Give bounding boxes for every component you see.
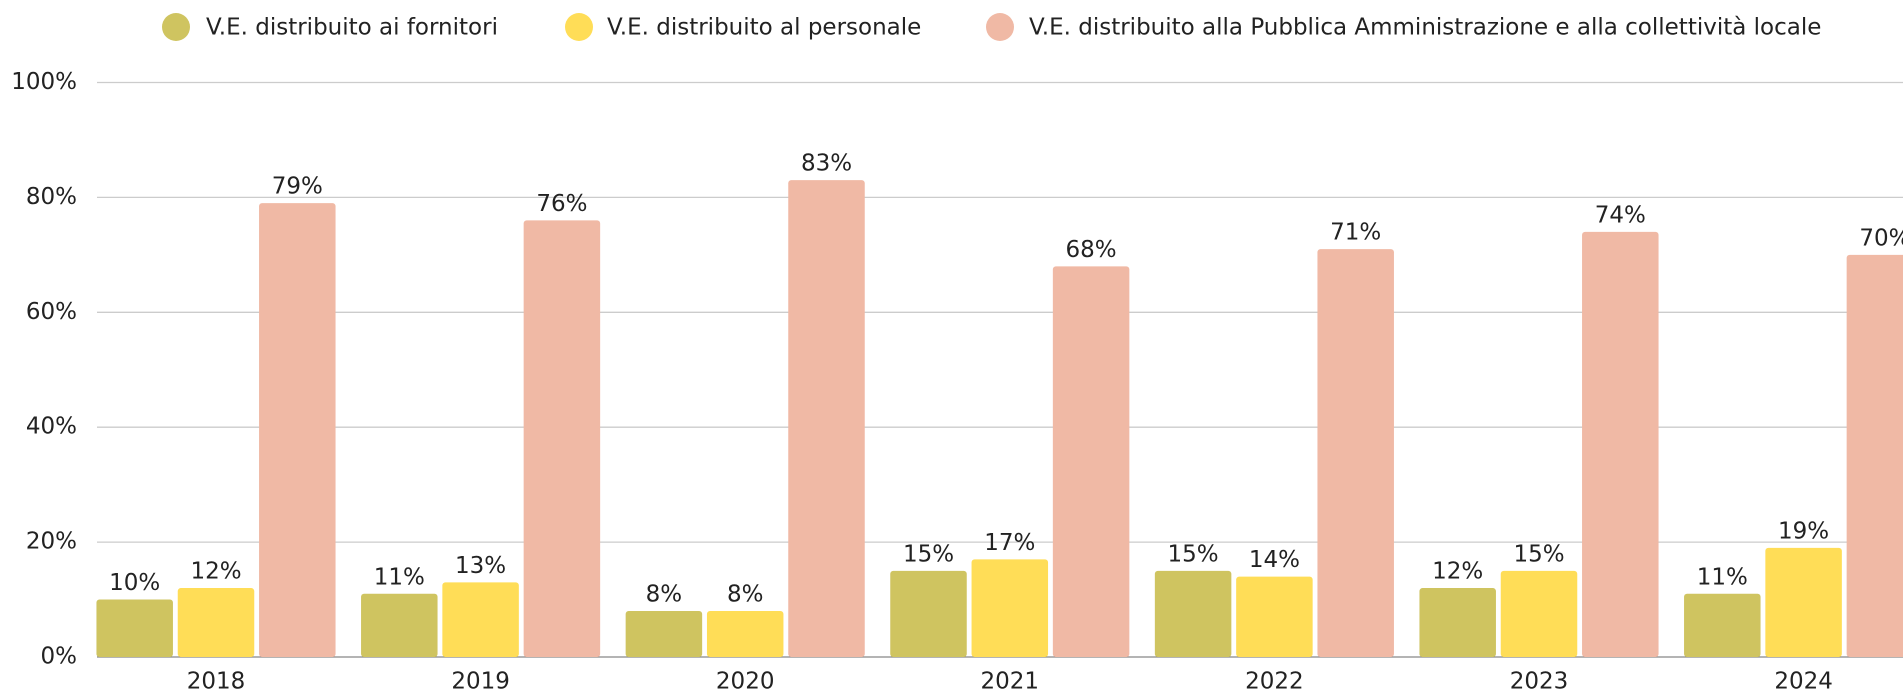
data-label: 12% — [190, 559, 241, 585]
data-label: 15% — [1513, 541, 1564, 567]
y-tick-label: 0% — [41, 644, 78, 670]
bar — [1684, 593, 1761, 657]
data-label: 68% — [1066, 237, 1117, 263]
bar — [361, 593, 438, 657]
bar — [1846, 254, 1903, 657]
data-label: 83% — [801, 151, 852, 177]
x-tick-label: 2024 — [1774, 669, 1833, 693]
y-tick-label: 60% — [26, 299, 77, 325]
data-label: 10% — [109, 570, 160, 596]
data-label: 15% — [903, 541, 954, 567]
data-label: 76% — [536, 191, 587, 217]
bar — [1765, 547, 1842, 657]
bar — [1500, 570, 1578, 657]
data-label: 74% — [1595, 202, 1646, 228]
legend-swatch — [565, 13, 593, 41]
data-label: 12% — [1432, 559, 1483, 585]
bar — [96, 599, 173, 657]
bar — [259, 203, 336, 657]
x-tick-label: 2018 — [187, 669, 246, 693]
legend-label: V.E. distribuito alla Pubblica Amministr… — [1029, 15, 1821, 41]
bar — [625, 611, 703, 657]
data-label: 13% — [455, 553, 506, 579]
data-label: 8% — [727, 582, 764, 608]
bar — [706, 611, 784, 657]
bar — [971, 559, 1049, 657]
bar — [177, 588, 255, 657]
y-tick-label: 80% — [26, 184, 77, 210]
data-label: 11% — [374, 564, 425, 590]
bar — [1582, 231, 1659, 657]
legend-label: V.E. distribuito ai fornitori — [206, 15, 498, 41]
data-label: 15% — [1168, 541, 1219, 567]
data-label: 14% — [1249, 547, 1300, 573]
x-tick-label: 2021 — [981, 669, 1040, 693]
x-tick-label: 2019 — [451, 669, 510, 693]
data-label: 11% — [1697, 564, 1748, 590]
bar — [1317, 249, 1394, 658]
data-label: 17% — [984, 530, 1035, 556]
bar — [1236, 576, 1313, 657]
bar — [1154, 570, 1232, 657]
y-tick-label: 20% — [26, 529, 77, 555]
data-label: 79% — [272, 174, 323, 200]
x-tick-label: 2020 — [716, 669, 775, 693]
bar — [1052, 266, 1130, 657]
x-tick-label: 2022 — [1245, 669, 1304, 693]
bar — [442, 582, 519, 657]
legend-label: V.E. distribuito al personale — [607, 15, 921, 41]
legend-swatch — [986, 13, 1014, 41]
bar — [788, 180, 865, 658]
legend-swatch — [162, 13, 190, 41]
data-label: 70% — [1859, 225, 1903, 251]
y-tick-label: 40% — [26, 414, 77, 440]
bar — [890, 570, 967, 657]
y-tick-label: 100% — [11, 69, 77, 95]
data-label: 19% — [1778, 518, 1829, 544]
data-label: 71% — [1330, 220, 1381, 246]
bar — [1419, 588, 1496, 657]
x-tick-label: 2023 — [1510, 669, 1569, 693]
bar — [523, 220, 601, 657]
data-label: 8% — [646, 582, 683, 608]
